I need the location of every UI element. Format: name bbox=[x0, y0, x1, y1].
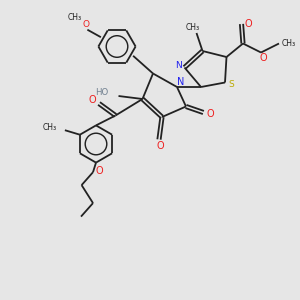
Text: N: N bbox=[175, 61, 182, 70]
Text: O: O bbox=[157, 141, 164, 151]
Text: CH₃: CH₃ bbox=[68, 13, 82, 22]
Text: O: O bbox=[244, 19, 252, 29]
Text: O: O bbox=[260, 53, 267, 64]
Text: N: N bbox=[177, 76, 184, 87]
Text: O: O bbox=[96, 166, 104, 176]
Text: O: O bbox=[88, 95, 96, 105]
Text: CH₃: CH₃ bbox=[42, 123, 56, 132]
Text: CH₃: CH₃ bbox=[185, 22, 200, 32]
Text: O: O bbox=[82, 20, 89, 29]
Text: S: S bbox=[228, 80, 234, 89]
Text: O: O bbox=[206, 109, 214, 119]
Text: HO: HO bbox=[95, 88, 109, 97]
Text: CH₃: CH₃ bbox=[281, 39, 296, 48]
